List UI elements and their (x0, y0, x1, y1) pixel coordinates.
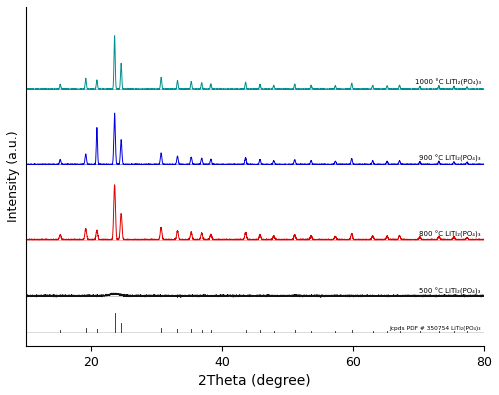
Text: 800 °C LiTi₂(PO₄)₃: 800 °C LiTi₂(PO₄)₃ (419, 230, 481, 238)
Y-axis label: Intensity (a.u.): Intensity (a.u.) (7, 131, 20, 222)
Text: 1000 °C LiTi₂(PO₄)₃: 1000 °C LiTi₂(PO₄)₃ (415, 79, 481, 87)
Text: 900 °C LiTi₂(PO₄)₃: 900 °C LiTi₂(PO₄)₃ (419, 155, 481, 162)
Text: 500 °C LiTi₂(PO₄)₃: 500 °C LiTi₂(PO₄)₃ (419, 288, 481, 295)
Text: Jcpds PDF # 350754 LiTi₂(PO₄)₃: Jcpds PDF # 350754 LiTi₂(PO₄)₃ (389, 326, 481, 331)
X-axis label: 2Theta (degree): 2Theta (degree) (199, 374, 311, 388)
